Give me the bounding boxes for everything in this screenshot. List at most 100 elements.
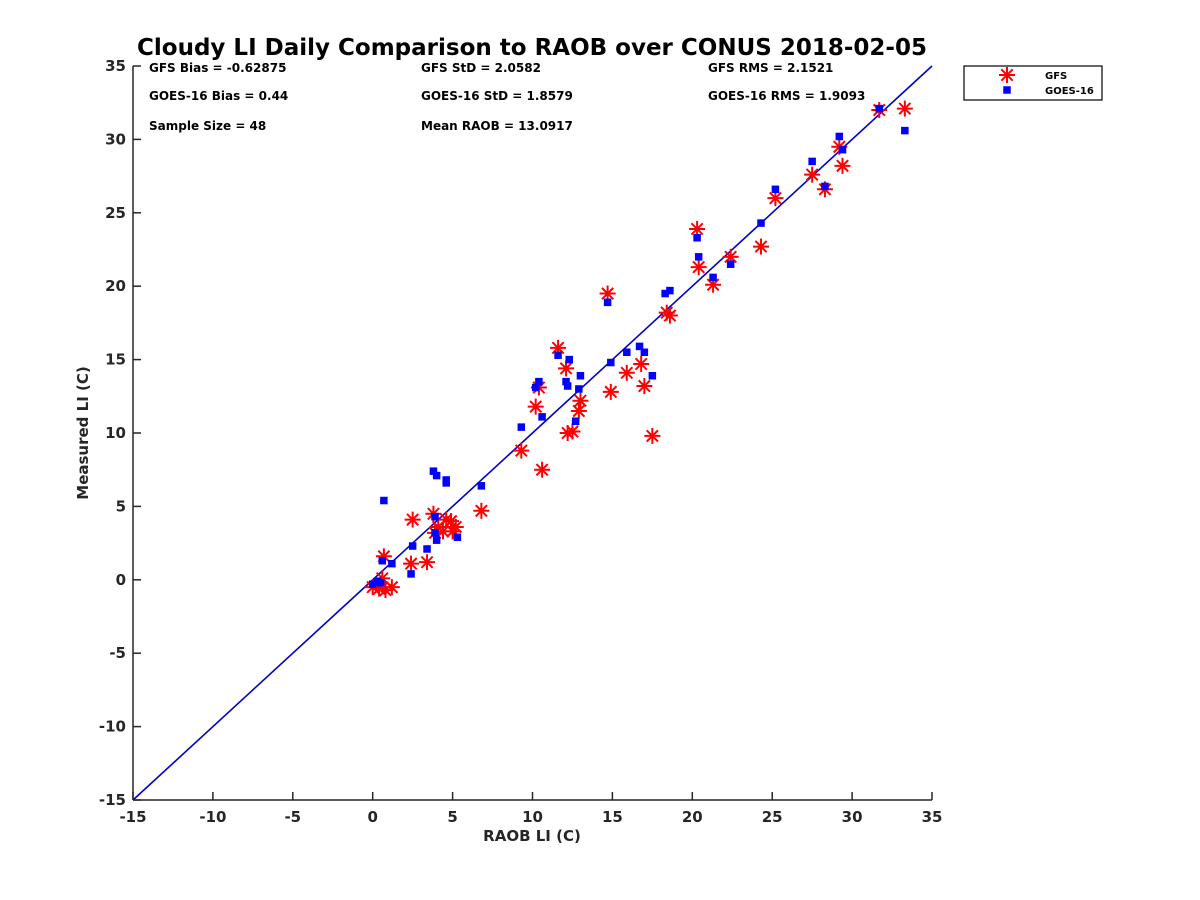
gfs-point <box>633 356 650 373</box>
goes-16-point <box>571 417 580 426</box>
x-tick-label: -10 <box>199 808 226 826</box>
x-tick-label: 10 <box>522 808 543 826</box>
gfs-point <box>527 398 544 415</box>
gfs-point <box>690 259 707 276</box>
stat-sample-size: Sample Size = 48 <box>149 119 266 133</box>
goes-16-point <box>808 157 816 166</box>
gfs-point <box>564 423 581 440</box>
gfs-point <box>443 513 460 530</box>
x-ticks: -15 -10 -5 0 5 10 15 20 25 30 35 <box>119 792 942 826</box>
goes-16-point <box>531 383 540 392</box>
goes-16-point <box>694 253 703 261</box>
goes-16-point <box>875 104 884 113</box>
gfs-point <box>513 442 530 459</box>
y-axis-title: Measured LI (C) <box>74 366 92 499</box>
legend: GFS GOES-16 <box>963 65 1103 101</box>
goes-16-point <box>635 342 644 351</box>
gfs-point <box>804 166 821 183</box>
gfs-point <box>419 554 436 571</box>
goes-16-point <box>376 578 385 587</box>
legend-box <box>963 65 1103 101</box>
legend-marker-gfs <box>999 67 1015 83</box>
goes-16-point <box>901 126 909 135</box>
gfs-point <box>644 427 661 444</box>
gfs-point <box>636 378 653 395</box>
gfs-point <box>383 579 400 596</box>
gfs-point <box>570 402 587 419</box>
goes-16-point <box>538 413 546 421</box>
stat-goes-bias: GOES-16 Bias = 0.44 <box>149 89 288 103</box>
goes-16-point <box>388 559 396 568</box>
series-gfs <box>364 100 913 599</box>
goes-16-point <box>821 182 829 191</box>
gfs-point <box>661 307 678 324</box>
goes-16-point <box>640 348 649 357</box>
y-ticks: -15 -10 -5 0 5 10 15 20 25 30 35 <box>99 57 141 809</box>
gfs-point <box>473 502 490 519</box>
y-tick-label: -10 <box>99 718 126 736</box>
goes-16-point <box>576 371 585 380</box>
goes-16-point <box>666 286 674 295</box>
y-tick-label: 15 <box>105 351 126 369</box>
goes-16-point <box>432 471 441 480</box>
reference-line-layer <box>132 65 933 801</box>
goes-16-point <box>648 371 657 380</box>
goes-16-point <box>431 529 439 537</box>
goes-16-point <box>554 351 562 359</box>
x-tick-label: 35 <box>922 808 943 826</box>
goes-16-point <box>380 496 388 505</box>
series-layer <box>364 100 913 599</box>
gfs-point <box>834 157 851 174</box>
goes-16-point <box>603 298 612 307</box>
y-tick-label: -5 <box>109 644 126 662</box>
stat-gfs-std: GFS StD = 2.0582 <box>421 61 541 75</box>
goes-16-point <box>693 234 701 242</box>
goes-16-point <box>565 355 574 364</box>
x-tick-label: 25 <box>762 808 783 826</box>
goes-16-point <box>535 377 543 386</box>
x-axis-title: RAOB LI (C) <box>483 827 581 845</box>
goes-16-point <box>757 219 765 227</box>
goes-16-point <box>407 570 415 578</box>
gfs-point <box>403 555 420 572</box>
legend-square <box>1003 86 1011 94</box>
legend-label-goes-16: GOES-16 <box>1045 86 1094 97</box>
goes-16-point <box>378 556 387 565</box>
goes-16-point <box>562 377 570 386</box>
x-tick-label: -5 <box>284 808 301 826</box>
y-tick-label: 20 <box>105 277 126 295</box>
goes-16-point <box>408 542 417 550</box>
goes-16-point <box>623 348 631 357</box>
stat-goes-rms: GOES-16 RMS = 1.9093 <box>708 89 865 103</box>
gfs-point <box>550 339 567 356</box>
x-tick-label: 20 <box>682 808 703 826</box>
gfs-point <box>618 364 635 381</box>
goes-16-point <box>563 382 572 390</box>
x-tick-label: 0 <box>367 808 377 826</box>
y-tick-label: 35 <box>105 57 126 75</box>
gfs-point <box>404 511 421 528</box>
goes-16-point <box>423 545 431 553</box>
x-tick-label: 15 <box>602 808 623 826</box>
y-tick-label: 0 <box>116 571 126 589</box>
x-tick-label: -15 <box>119 808 146 826</box>
legend-marker-goes-16 <box>1003 86 1011 94</box>
goes-16-point <box>517 423 526 431</box>
goes-16-point <box>575 385 583 393</box>
series-goes-16 <box>368 104 909 588</box>
stat-goes-std: GOES-16 StD = 1.8579 <box>421 89 573 103</box>
legend-asterisk <box>999 67 1015 83</box>
gfs-point <box>602 383 619 400</box>
goes-16-point <box>431 512 439 521</box>
goes-16-point <box>453 533 462 541</box>
stat-mean-raob: Mean RAOB = 13.0917 <box>421 119 573 133</box>
goes-16-point <box>838 145 847 154</box>
stat-gfs-rms: GFS RMS = 2.1521 <box>708 61 833 75</box>
stat-gfs-bias: GFS Bias = -0.62875 <box>149 61 286 75</box>
goes-16-point <box>726 260 735 268</box>
goes-16-point <box>661 289 669 298</box>
goes-16-point <box>835 132 844 141</box>
goes-16-point <box>771 185 780 194</box>
gfs-point <box>572 392 589 409</box>
